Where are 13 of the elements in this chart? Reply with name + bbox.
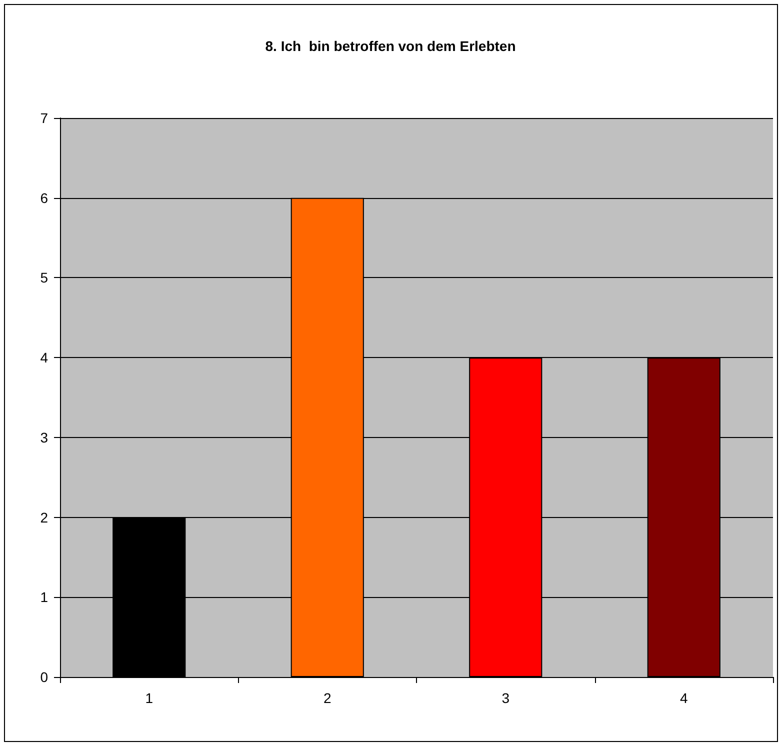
y-tick-label: 3	[40, 429, 48, 446]
y-tick-label: 7	[40, 110, 48, 126]
x-tick-label: 3	[502, 690, 510, 706]
chart-title: 8. Ich bin betroffen von dem Erlebten	[265, 38, 516, 54]
y-tick-label: 2	[40, 509, 48, 526]
y-tick-label: 4	[40, 350, 48, 366]
y-tick-label: 1	[40, 589, 48, 606]
x-tick-label: 1	[145, 690, 154, 706]
y-tick-label: 0	[40, 669, 48, 685]
x-tick-label: 4	[680, 690, 688, 706]
y-tick-label: 5	[40, 270, 48, 286]
y-tick-label: 6	[40, 190, 48, 206]
x-tick-label: 2	[323, 690, 332, 706]
